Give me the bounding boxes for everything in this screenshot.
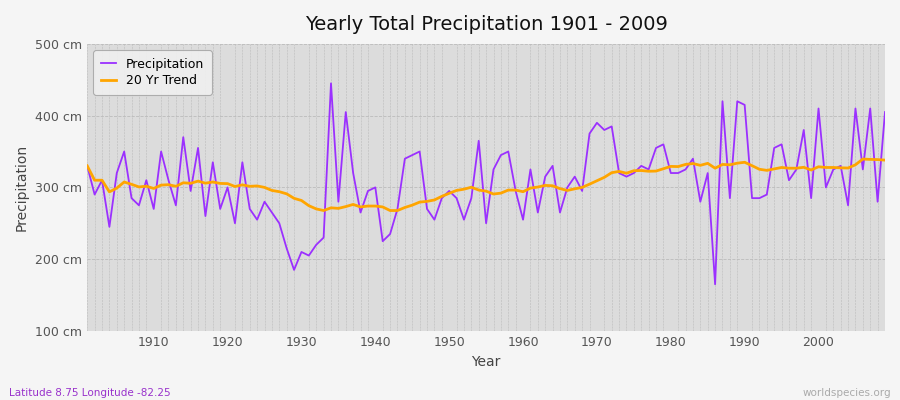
Precipitation: [879, 110, 890, 114]
20 Yr Trend: [141, 184, 152, 188]
20 Yr Trend: [525, 186, 535, 190]
Precipitation: [710, 282, 721, 287]
Precipitation: [614, 171, 625, 176]
20 Yr Trend: [303, 203, 314, 208]
Text: Latitude 8.75 Longitude -82.25: Latitude 8.75 Longitude -82.25: [9, 388, 171, 398]
20 Yr Trend: [319, 208, 329, 213]
Precipitation: [518, 217, 528, 222]
20 Yr Trend: [858, 157, 868, 162]
20 Yr Trend: [614, 169, 625, 174]
Line: Precipitation: Precipitation: [87, 83, 885, 284]
Precipitation: [141, 178, 152, 183]
Precipitation: [303, 253, 314, 258]
Y-axis label: Precipitation: Precipitation: [15, 144, 29, 231]
20 Yr Trend: [356, 204, 366, 209]
Legend: Precipitation, 20 Yr Trend: Precipitation, 20 Yr Trend: [94, 50, 212, 95]
X-axis label: Year: Year: [472, 355, 500, 369]
Precipitation: [326, 81, 337, 86]
20 Yr Trend: [879, 158, 890, 162]
20 Yr Trend: [82, 164, 93, 168]
Precipitation: [356, 210, 366, 215]
Title: Yearly Total Precipitation 1901 - 2009: Yearly Total Precipitation 1901 - 2009: [305, 15, 668, 34]
20 Yr Trend: [518, 189, 528, 194]
Precipitation: [525, 167, 535, 172]
Line: 20 Yr Trend: 20 Yr Trend: [87, 159, 885, 210]
Text: worldspecies.org: worldspecies.org: [803, 388, 891, 398]
Precipitation: [82, 164, 93, 168]
